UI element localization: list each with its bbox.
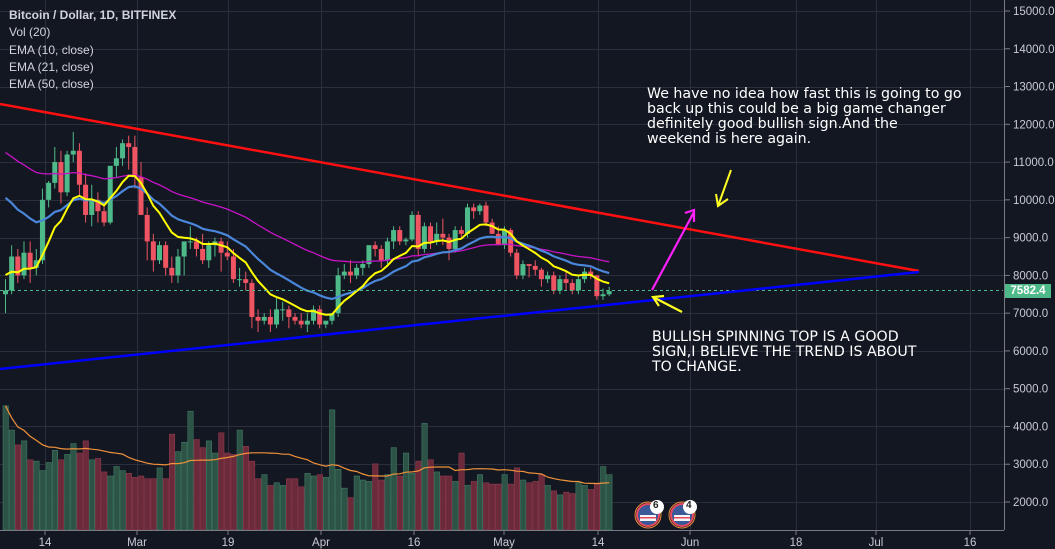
svg-text:3000.0: 3000.0 (1013, 459, 1048, 471)
svg-text:16: 16 (964, 537, 977, 549)
indicator-volume[interactable]: Vol (20) (9, 25, 51, 40)
svg-text:13000.0: 13000.0 (1013, 82, 1055, 94)
svg-text:6000.0: 6000.0 (1013, 346, 1048, 358)
svg-text:14000.0: 14000.0 (1013, 44, 1055, 56)
indicator-ema-50[interactable]: EMA (50, close) (9, 77, 94, 92)
volume-bars (2, 405, 613, 531)
yellow-down-arrow-icon[interactable] (715, 169, 732, 208)
svg-text:14: 14 (39, 537, 52, 549)
svg-text:10000.0: 10000.0 (1013, 195, 1055, 207)
price-axis-ticks: 15000.0 14000.0 13000.0 12000.0 11000.0 10000… (1005, 6, 1055, 509)
svg-text:14: 14 (592, 537, 605, 549)
svg-text:18: 18 (790, 537, 803, 549)
annotation-top-note[interactable]: We have no idea how fast this is going t… (647, 86, 962, 147)
symbol-title[interactable]: Bitcoin / Dollar, 1D, BITFINEX (9, 8, 177, 22)
ema-10-line (5, 174, 610, 316)
chart-legend: Bitcoin / Dollar, 1D, BITFINEX Vol (20) … (9, 7, 176, 93)
indicator-ema-10[interactable]: EMA (10, close) (9, 42, 94, 57)
event-markers[interactable] (634, 500, 697, 529)
magenta-up-arrow-icon[interactable] (651, 208, 696, 291)
svg-text:2000.0: 2000.0 (1013, 497, 1048, 509)
candlesticks (3, 131, 612, 333)
event-count-1: 6 (653, 500, 659, 511)
svg-text:19: 19 (222, 537, 235, 549)
svg-text:Mar: Mar (127, 537, 147, 549)
last-price-tag: 7582.4 (1005, 284, 1051, 298)
svg-text:May: May (493, 537, 515, 549)
svg-text:Jun: Jun (681, 537, 700, 549)
svg-text:11000.0: 11000.0 (1013, 157, 1054, 169)
event-us-flag-1[interactable] (634, 500, 664, 529)
event-us-flag-2[interactable] (668, 500, 697, 529)
svg-text:Apr: Apr (312, 537, 330, 549)
resistance-trendline[interactable] (0, 102, 920, 273)
support-trendline[interactable] (0, 270, 920, 371)
svg-text:9000.0: 9000.0 (1013, 233, 1048, 245)
ema-50-line (5, 152, 610, 263)
svg-text:8000.0: 8000.0 (1013, 270, 1048, 282)
svg-text:12000.0: 12000.0 (1013, 119, 1055, 131)
svg-text:4000.0: 4000.0 (1013, 421, 1048, 433)
event-count-2: 4 (686, 500, 692, 511)
svg-text:16: 16 (408, 537, 421, 549)
svg-text:Jul: Jul (869, 537, 884, 549)
yellow-pointer-arrow-icon[interactable] (651, 294, 683, 313)
annotation-bottom-note[interactable]: BULLISH SPINNING TOP IS A GOOD SIGN,I BE… (652, 329, 917, 375)
svg-text:7000.0: 7000.0 (1013, 308, 1048, 320)
indicator-ema-21[interactable]: EMA (21, close) (9, 59, 94, 74)
svg-text:15000.0: 15000.0 (1013, 6, 1055, 18)
time-axis-ticks: 14 Mar 19 Apr 16 May 14 Jun 18 Jul 16 (39, 531, 977, 549)
volume-ma-line (4, 405, 610, 485)
svg-text:5000.0: 5000.0 (1013, 384, 1048, 396)
